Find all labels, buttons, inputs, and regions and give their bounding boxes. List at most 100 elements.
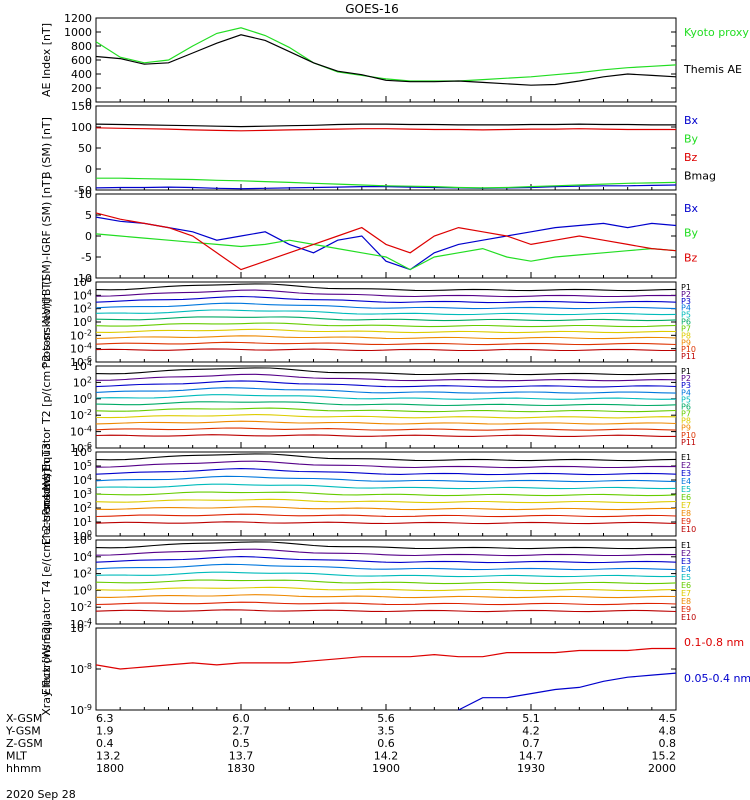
ytick-label: 10-4 [70,425,92,439]
channel-line-p1 [95,283,677,292]
ytick-label: 103 [73,487,92,501]
y-axis-label: B (SM) [nT] [40,117,53,179]
ephemeris-value: 3.5 [377,725,395,738]
panel-frame [95,17,677,103]
legend-entry: P10 [681,345,696,354]
legend-entry: P3 [681,297,691,306]
ytick-label: 1000 [64,26,92,39]
channel-line-p7 [95,407,677,413]
ytick-label: 10-9 [70,703,92,717]
legend-entry: E6 [681,493,691,502]
ytick-label: 10-6 [70,355,92,369]
ytick-label: 10-7 [70,621,92,635]
legend-entry: P3 [681,381,691,390]
ytick-label: 102 [73,567,92,581]
panel-frame [95,627,677,711]
legend-entry: E4 [681,565,691,574]
ytick-label: 600 [71,54,92,67]
legend-entry: P4 [681,304,691,313]
legend-entry: E8 [681,509,691,518]
ytick-label: 50 [78,142,92,155]
y-axis-label: B (SM)-IGRF (SM) [nT] [40,176,53,296]
channel-line-e9 [95,601,677,606]
channel-line-p9 [95,420,677,425]
ytick-label: 102 [73,501,92,515]
panel-8: 10-7 10-8 10-9 Xray flux [W/m2] 0.1-0.8 nm 0.… [40,621,750,717]
channel-line-p6 [95,401,677,407]
legend-entry: Themis AE [683,63,742,76]
channel-line-e5 [95,571,677,578]
ytick-label: 10-4 [70,342,92,356]
legend-entry: Bz [684,251,698,264]
legend-entry: P8 [681,417,691,426]
channel-line-p5 [95,394,677,400]
legend-entry: P9 [681,424,691,433]
channel-line-p9 [95,335,677,340]
channel-line-e3 [95,556,677,564]
series-line-bx [95,184,677,190]
legend-entry: E6 [681,581,691,590]
channel-line-p4 [95,302,677,310]
ephemeris-value: 5.1 [522,712,540,725]
channel-line-p6 [95,316,677,322]
series-line-0-05-0-4-nm [458,672,677,711]
series-line-bx [95,216,677,271]
legend-entry: P4 [681,388,691,397]
channel-line-p8 [95,414,677,419]
ephemeris-row-label: MLT [6,750,27,763]
panel-frame [95,193,677,279]
channel-line-p8 [95,328,677,334]
series-line-bmag [95,123,676,128]
ephemeris-value: 0.6 [377,737,395,750]
ytick-label: 10-2 [70,408,92,422]
legend-entry: Bx [684,114,699,127]
channel-line-p2 [95,373,677,382]
channel-line-e1 [95,453,677,462]
channel-line-p10 [95,427,677,431]
channel-line-p7 [95,322,677,328]
figure-title: GOES-16 [345,2,399,16]
channel-line-p2 [95,289,677,298]
ytick-label: 104 [73,550,92,564]
channel-line-e5 [95,483,677,490]
legend-entry: P9 [681,338,691,347]
channel-line-e7 [95,586,677,592]
ephemeris-value: 0.8 [659,737,677,750]
legend-entry: P11 [681,438,696,447]
ytick-label: 100 [73,315,92,329]
series-line-0-1-0-8-nm [95,647,676,670]
channel-line-p3 [95,380,677,388]
ephemeris-row-label: Z-GSM [6,737,43,750]
legend-entry: E5 [681,485,691,494]
channel-line-e9 [95,513,677,518]
legend-entry: P2 [681,374,691,383]
ephemeris-value: 1800 [96,762,124,775]
ephemeris-value: 4.2 [522,725,540,738]
legend-entry: E4 [681,477,691,486]
channel-line-p1 [95,367,677,376]
ytick-label: 0 [85,163,92,176]
legend-entry: P7 [681,410,691,419]
ytick-label: 106 [73,445,92,459]
ephemeris-value: 14.7 [519,750,544,763]
legend-entry: E7 [681,589,691,598]
legend-entry: Kyoto proxy AE [684,26,750,39]
ephemeris-value: 1900 [372,762,400,775]
legend-entry: P8 [681,331,691,340]
ytick-label: -5 [81,251,92,264]
legend-entry: E1 [681,453,691,462]
channel-line-e6 [95,491,677,497]
ytick-label: 100 [73,392,92,406]
ephemeris-table: X-GSM 6.3 6.0 5.6 5.1 4.5 Y-GSM 1.9 2.7 3.5 4.2 4.8… [5,712,676,775]
ephemeris-row-label: Y-GSM [5,725,41,738]
legend-entry: E5 [681,573,691,582]
ytick-label: 200 [71,82,92,95]
series-line-bz [95,212,677,271]
channel-line-e10 [95,609,677,613]
ytick-label: 101 [73,515,92,529]
